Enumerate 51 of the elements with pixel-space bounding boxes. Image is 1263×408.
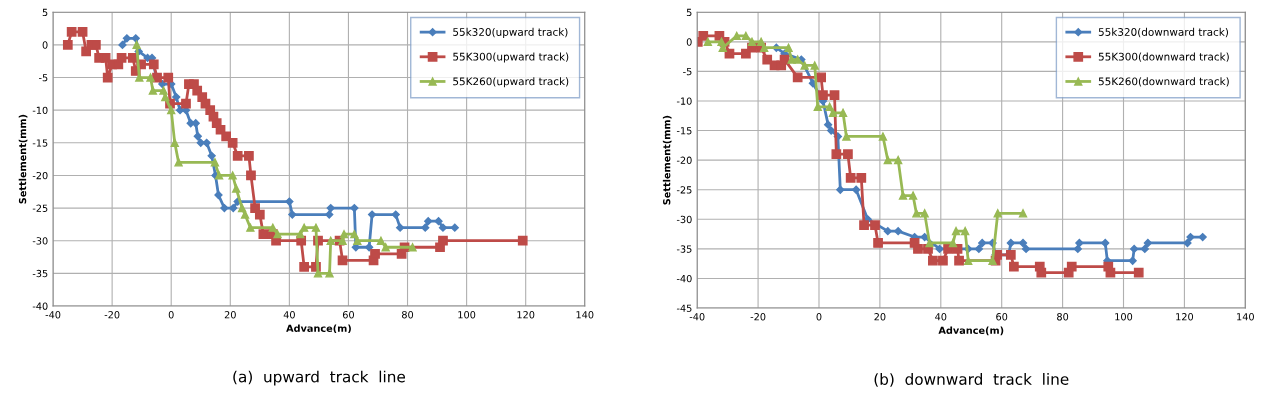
legend-label: 55K260(downward track) [1098, 77, 1229, 87]
x-tick-label: 0 [168, 311, 174, 319]
x-tick-label: 80 [1057, 313, 1069, 321]
x-tick-label: 140 [576, 311, 594, 319]
y-tick-label: -35 [676, 245, 692, 253]
x-tick-label: 20 [874, 313, 886, 321]
y-tick-label: -10 [676, 97, 692, 105]
y-tick-label: 5 [42, 8, 48, 17]
y-tick-label: 5 [686, 8, 692, 17]
y-tick-label: 0 [686, 38, 692, 46]
x-tick-label: 100 [1115, 313, 1133, 321]
y-tick-label: -25 [676, 186, 692, 194]
x-tick-label: 20 [224, 311, 236, 319]
y-tick-label: -15 [676, 127, 692, 135]
x-tick-label: -20 [104, 311, 120, 319]
y-tick-label: -40 [676, 274, 692, 283]
x-tick-label: 40 [935, 313, 947, 321]
y-tick-label: -10 [32, 106, 48, 114]
y-tick-label: -25 [32, 204, 48, 212]
y-tick-label: -15 [32, 139, 48, 147]
x-tick-label: 100 [458, 311, 476, 319]
legend-label: 55k320(downward track) [1098, 27, 1228, 38]
x-tick-label: 140 [1237, 313, 1254, 321]
text: (a) upward track line [233, 370, 406, 386]
y-tick-label: -5 [683, 68, 692, 76]
text: (b) downward track line [874, 373, 1069, 387]
x-tick-label: -20 [750, 313, 766, 321]
y-tick-label: -40 [32, 302, 48, 310]
x-tick-label: 40 [283, 311, 295, 319]
x-tick-label: 120 [1176, 313, 1194, 321]
y-tick-label: -20 [32, 171, 48, 180]
y-axis-title: Settlement(mm) [18, 114, 28, 204]
y-tick-label: -45 [676, 304, 692, 312]
x-tick-label: 80 [402, 311, 414, 319]
x-axis-title: Advance(m) [938, 326, 1004, 336]
y-tick-label: -20 [676, 156, 692, 164]
x-tick-label: 60 [996, 313, 1008, 321]
x-tick-label: 120 [517, 311, 535, 319]
y-tick-label: -30 [32, 237, 48, 245]
y-axis-title: Settlement(mm) [662, 115, 672, 205]
y-tick-label: -5 [38, 74, 48, 82]
x-tick-label: 0 [816, 313, 822, 321]
y-tick-label: 0 [42, 41, 48, 49]
legend-label: 55K260(upward track) [453, 77, 569, 88]
x-tick-label: 60 [342, 311, 354, 319]
legend-label: 55K300(upward track) [453, 52, 569, 63]
x-axis-title: Advance(m) [286, 324, 351, 334]
y-tick-label: -35 [32, 269, 48, 278]
legend-label: 55k320(upward track) [453, 27, 568, 38]
legend-label: 55K300(downward track) [1098, 52, 1229, 62]
y-tick-label: -30 [676, 215, 692, 224]
